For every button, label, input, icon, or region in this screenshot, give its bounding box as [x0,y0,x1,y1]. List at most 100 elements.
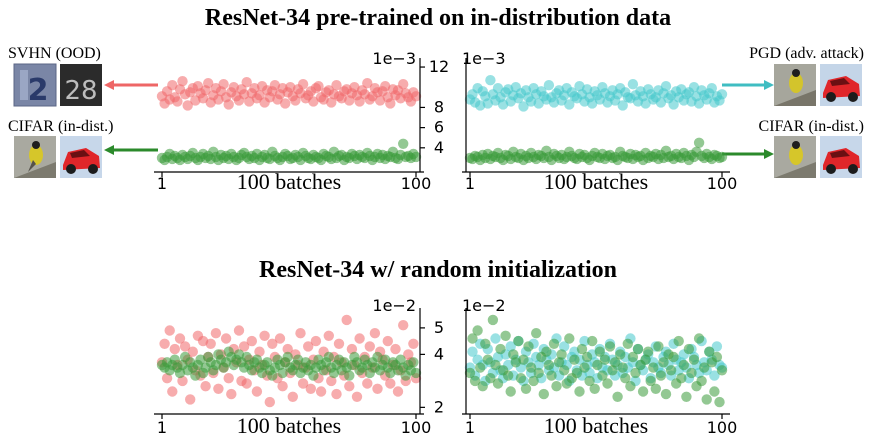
scatter-point [277,367,288,379]
scatter-point [602,378,613,389]
scatter-point [179,341,191,352]
x-tick-label: 100 [401,418,432,437]
scatter-point [543,80,555,91]
scatter-point [203,78,214,89]
scatter-point [164,325,175,336]
scatter-point [500,330,511,341]
cifar-car-thumbnail-right [820,136,862,178]
y-tick-label: 12 [429,57,449,76]
scatter-point [615,349,626,360]
cifar-bird-thumbnail-right [774,136,816,178]
scatter-point [508,349,519,360]
scatter-point [364,341,375,352]
exponent-label: 1e−2 [462,296,506,315]
scatter-point [395,354,406,365]
scatter-point [660,81,672,92]
scatter-point [372,383,383,394]
scatter-point [515,373,527,384]
scatter-point [354,333,365,344]
scatter-point [655,370,667,381]
scatter-point [693,333,705,344]
scatter-point [612,391,623,402]
scatter-point [159,338,170,349]
scatter-point [579,362,590,373]
scatter-point [218,79,229,90]
scatter-point [531,328,542,339]
scatter-point [187,346,198,357]
scatter-point [543,359,555,371]
scatter-point [643,346,654,357]
scatter-point [607,365,618,376]
svhn-digit-28-thumbnail: 28 [60,64,102,106]
scatter-point [398,320,409,331]
scatter-point [323,351,334,363]
scatter-point [303,341,314,352]
scatter-point [528,375,539,387]
scatter-point [226,388,237,400]
scatter-point [597,370,608,381]
scatter-point [467,346,478,357]
scatter-point [574,386,585,397]
scatter-point [604,341,616,352]
scatter-point [538,388,549,400]
scatter-point [709,370,720,381]
scatter-point [267,370,278,381]
scatter-point [485,373,496,384]
scatter-point [632,343,644,355]
panel-top-left: 1 100 100 batches 1e−3 46 8 12 [154,49,449,194]
scatter-point [410,367,422,379]
scatter-point [223,373,234,384]
scatter-point [174,333,186,344]
scatter-point [559,365,570,376]
scatter-point [297,79,309,90]
scatter-point [480,338,491,349]
svhn-digit-2-thumbnail: 2 [13,63,57,108]
scatter-point [326,97,337,108]
scatter-point [620,373,631,384]
scatter-point [523,341,534,352]
scatter-point [704,346,715,357]
scatter-point [295,328,306,339]
pgd-label: PGD (adv. attack) [749,45,864,62]
scatter-point [475,362,486,373]
scatter-point [609,357,621,368]
y-tick-label: 6 [434,118,444,137]
y-tick-label: 4 [434,138,444,157]
svhn-label: SVHN (OOD) [8,45,101,62]
scatter-point [518,354,529,365]
scatter-point [556,349,567,360]
scatter-point [351,391,363,402]
scatter-point [668,351,679,363]
scatter-point [505,386,516,397]
scatter-point [251,354,263,365]
scatter-point [564,333,575,344]
x-tick-label: 100 [707,418,738,437]
scatter-point [492,83,504,94]
scatter-point [161,373,173,384]
scatter-point [477,381,488,392]
scatter-point [505,341,516,352]
scatter-point [520,383,532,394]
pgd-car-thumbnail [820,64,862,106]
scatter-point [410,91,422,102]
svg-text:2: 2 [28,73,49,108]
scatter-point [233,325,245,336]
scatter-point [197,93,209,104]
scatter-point [177,375,188,387]
scatter-point [280,98,291,109]
scatter-point [344,381,355,392]
scatter-point [241,378,252,389]
scatter-point [485,75,496,86]
scatter-point [241,77,252,88]
scatter-point [408,357,419,368]
scatter-point [310,335,322,347]
scatter-point [362,378,373,389]
scatter-point [653,341,664,352]
scatter-point [238,341,250,352]
scatter-point [264,396,275,408]
scatter-point [594,346,605,357]
scatter-point [282,351,293,363]
scatter-point [469,375,481,387]
scatter-point [637,386,649,397]
scatter-point [581,351,593,363]
